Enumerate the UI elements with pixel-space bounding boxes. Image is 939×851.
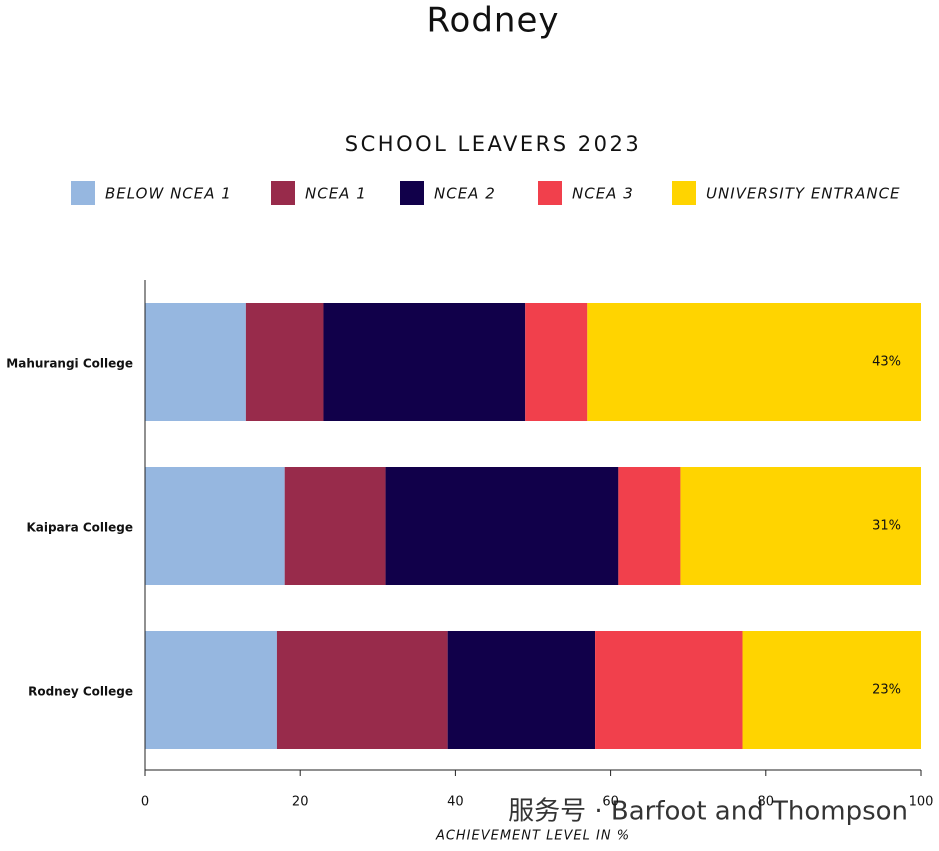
value-label: 43% (872, 355, 901, 370)
bar-segment (276, 631, 448, 749)
legend-label: NCEA 3 (572, 185, 634, 203)
watermark: 服务号 · Barfoot and Thompson (508, 797, 908, 827)
bar-segment (145, 467, 285, 585)
x-tick-label: 80 (758, 795, 775, 810)
x-tick-label: 60 (602, 795, 619, 810)
legend-label: NCEA 1 (305, 185, 367, 203)
bar-segment (742, 631, 921, 749)
chart-title: Rodney (426, 1, 559, 41)
bar-segment (145, 631, 277, 749)
legend-swatch (400, 181, 424, 205)
bar-segment (447, 631, 596, 749)
legend-label: UNIVERSITY ENTRANCE (706, 185, 901, 203)
y-tick-label: Mahurangi College (6, 357, 133, 371)
x-tick-label: 0 (141, 795, 149, 810)
bar-segment (385, 467, 619, 585)
bar-segment (595, 631, 743, 749)
x-axis-label: ACHIEVEMENT LEVEL IN % (435, 829, 630, 844)
bar-segment (525, 303, 588, 421)
y-tick-label: Rodney College (28, 685, 133, 699)
legend-label: NCEA 2 (434, 185, 496, 203)
x-tick-label: 100 (909, 795, 934, 810)
bar-segment (618, 467, 681, 585)
legend-swatch (71, 181, 95, 205)
bar-segment (145, 303, 246, 421)
x-tick-label: 20 (292, 795, 309, 810)
x-tick-label: 40 (447, 795, 464, 810)
value-label: 23% (872, 683, 901, 698)
value-label: 31% (872, 519, 901, 534)
bar-segment (284, 467, 386, 585)
legend-label: BELOW NCEA 1 (105, 185, 232, 203)
legend-swatch (538, 181, 562, 205)
bar-segment (587, 303, 921, 421)
chart-subtitle: SCHOOL LEAVERS 2023 (345, 132, 641, 156)
y-tick-label: Kaipara College (26, 521, 133, 535)
bar-segment (245, 303, 324, 421)
legend-swatch (271, 181, 295, 205)
bar-segment (323, 303, 526, 421)
bar-segment (680, 467, 921, 585)
legend-swatch (672, 181, 696, 205)
